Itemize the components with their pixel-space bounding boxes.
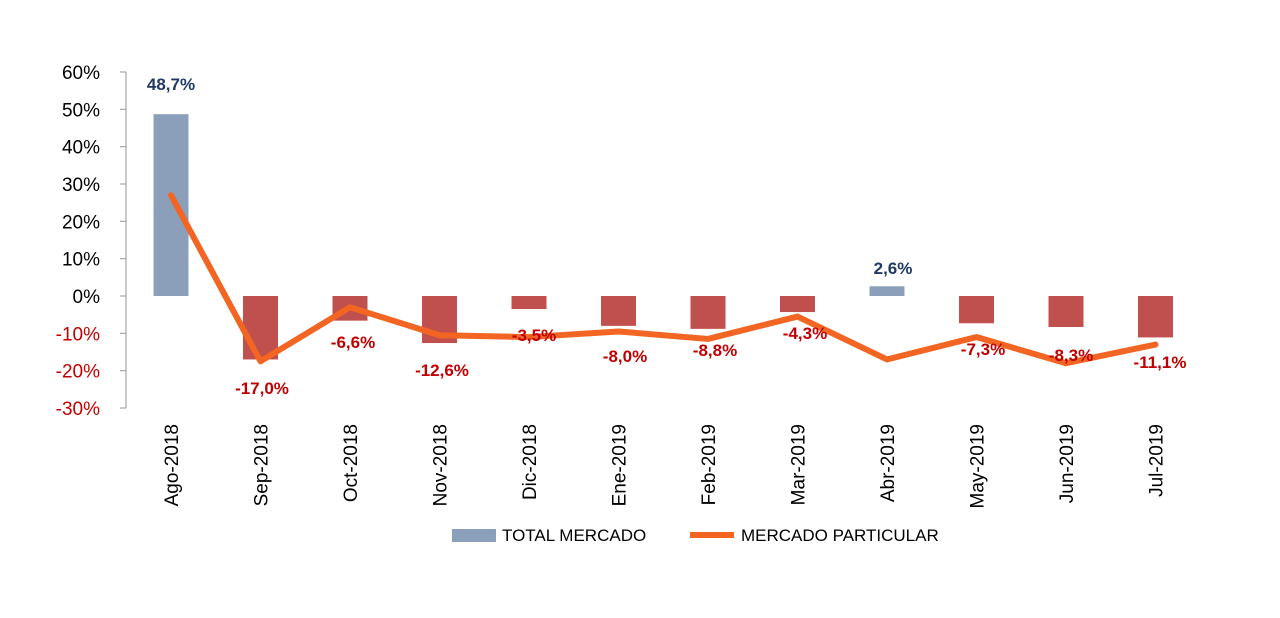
bar-may-2019 bbox=[959, 296, 994, 324]
x-tick-label: Jul-2019 bbox=[1147, 424, 1168, 497]
legend-label-mercado-particular: MERCADO PARTICULAR bbox=[741, 526, 939, 545]
x-tick-label: Abr-2019 bbox=[878, 424, 899, 502]
bar-dic-2018 bbox=[511, 296, 547, 310]
x-tick-label: May-2019 bbox=[968, 424, 989, 509]
line-mercado-particular bbox=[168, 192, 1159, 367]
y-tick-label: 0% bbox=[73, 287, 101, 308]
bar-mar-2019 bbox=[780, 296, 815, 313]
y-tick-label: 30% bbox=[62, 175, 100, 196]
x-axis: Ago-2018 Sep-2018 Oct-2018 Nov-2018 Dic-2018… bbox=[162, 424, 1168, 509]
bar-feb-2019 bbox=[690, 296, 726, 329]
x-tick-label: Sep-2018 bbox=[252, 424, 273, 506]
x-tick-label: Jun-2019 bbox=[1057, 424, 1078, 503]
y-tick-label: -30% bbox=[56, 399, 100, 420]
data-label: -6,6% bbox=[331, 333, 375, 352]
data-label: -17,0% bbox=[235, 379, 289, 398]
data-label: -11,1% bbox=[1134, 353, 1187, 372]
y-tick-label: -20% bbox=[56, 362, 100, 383]
x-tick-label: Oct-2018 bbox=[341, 424, 362, 502]
x-tick-label: Feb-2019 bbox=[699, 424, 720, 505]
x-tick-label: Nov-2018 bbox=[431, 424, 452, 506]
x-tick-label: Mar-2019 bbox=[789, 424, 810, 505]
y-tick-label: 10% bbox=[62, 250, 100, 271]
x-tick-label: Ene-2019 bbox=[610, 424, 631, 506]
data-label: -8,8% bbox=[693, 341, 737, 360]
y-tick-label: 40% bbox=[62, 138, 100, 159]
bar-jun-2019 bbox=[1048, 296, 1084, 327]
y-axis: 60% 50% 40% 30% 20% 10% 0% -10% -20% -30% bbox=[56, 63, 127, 420]
data-label: -8,0% bbox=[603, 347, 647, 366]
bars-total-mercado bbox=[153, 114, 1173, 360]
bar-sep-2018 bbox=[243, 296, 278, 360]
data-label: -3,5% bbox=[512, 326, 556, 345]
data-label: 2,6% bbox=[874, 259, 913, 278]
data-label: -12,6% bbox=[415, 361, 469, 380]
bar-ene-2019 bbox=[601, 296, 636, 326]
data-label: -8,3% bbox=[1049, 346, 1093, 365]
data-labels: 48,7% -17,0% -6,6% -12,6% -3,5% -8,0% -8,8% -4,… bbox=[147, 75, 1187, 398]
legend: TOTAL MERCADO MERCADO PARTICULAR bbox=[452, 526, 939, 545]
y-tick-label: -10% bbox=[56, 324, 100, 345]
x-tick-label: Ago-2018 bbox=[162, 424, 183, 506]
bar-ago-2018 bbox=[153, 114, 189, 296]
legend-label-total-mercado: TOTAL MERCADO bbox=[502, 526, 646, 545]
bar-jul-2019 bbox=[1138, 296, 1173, 338]
y-tick-label: 60% bbox=[62, 63, 100, 84]
data-label: -4,3% bbox=[783, 324, 827, 343]
data-label: -7,3% bbox=[961, 340, 1005, 359]
line-series-path bbox=[168, 192, 1159, 367]
y-tick-label: 20% bbox=[62, 212, 100, 233]
y-tick-label: 50% bbox=[62, 100, 100, 121]
legend-swatch-total-mercado bbox=[452, 529, 496, 542]
x-tick-label: Dic-2018 bbox=[520, 424, 541, 500]
bar-abr-2019 bbox=[869, 286, 905, 296]
data-label: 48,7% bbox=[147, 75, 195, 94]
